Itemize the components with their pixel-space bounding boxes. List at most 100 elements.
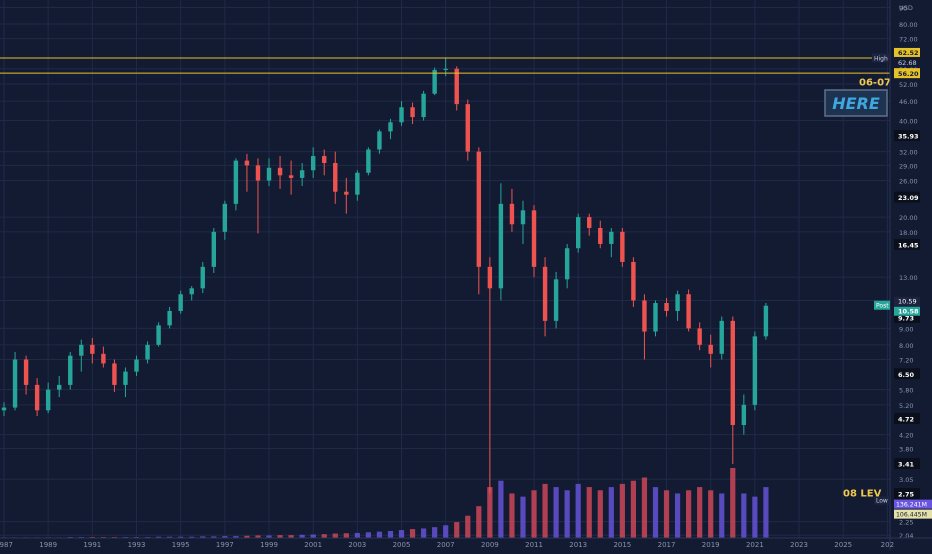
volume-bar: [763, 487, 769, 538]
volume-bar: [542, 483, 548, 538]
candle-body: [333, 162, 338, 192]
candle-body: [620, 231, 625, 262]
price-badge-box: [894, 238, 920, 250]
y-tick-label: 46.00: [899, 98, 918, 106]
price-badge: 16.45: [898, 241, 919, 249]
volume-bar: [719, 493, 725, 538]
y-tick-label: 40.00: [899, 118, 918, 126]
y-tick-label: 4.20: [899, 432, 913, 440]
volume-bar: [387, 531, 394, 538]
volume-bar: [509, 493, 515, 538]
candle-body: [520, 210, 526, 225]
x-tick-label: 2005: [393, 541, 411, 549]
x-tick-label: 1989: [39, 541, 57, 549]
volume-bars: [1, 468, 769, 538]
volume-bar: [178, 536, 184, 538]
low-tag-box: [874, 496, 890, 505]
candle-body: [564, 248, 570, 280]
volume-bar: [741, 493, 747, 538]
y-tick-label: 2.25: [899, 519, 913, 527]
x-axis: 1987 1989 1991 1993 1995 1997 1999 2001 2003 2005…: [0, 537, 932, 549]
candle-body: [454, 68, 459, 105]
volume-bar: [310, 534, 316, 538]
y-tick-label: 2.04: [899, 532, 913, 540]
candle-body: [23, 359, 29, 385]
x-tick-label: 1997: [216, 541, 234, 549]
candle-body: [322, 156, 327, 163]
y-axis: 9080.0072.0058.0052.0046.0040.0032.0029.…: [889, 0, 932, 550]
volume-bar: [454, 522, 460, 538]
volume-bar: [155, 536, 162, 538]
volume-bar: [730, 468, 736, 538]
candle-body: [730, 320, 735, 425]
candle-body: [310, 156, 316, 171]
post-tag-box: [874, 300, 890, 310]
candle-body: [244, 160, 250, 166]
x-tick-label: 2001: [304, 541, 322, 549]
x-tick-label: 2011: [525, 541, 543, 549]
candle-body: [12, 359, 18, 408]
candle-body: [101, 353, 106, 364]
volume-bar: [432, 527, 438, 538]
y-tick-label: 80.00: [899, 21, 918, 29]
x-tick-label: 2003: [348, 541, 366, 549]
candle-body: [443, 68, 448, 70]
candle-body: [200, 266, 205, 289]
volume-bar: [244, 535, 250, 538]
volume-bar: [354, 532, 360, 538]
vol1-box: [894, 499, 932, 509]
x-tick-label: 1991: [83, 541, 101, 549]
candle-body: [708, 344, 713, 354]
candle-body: [34, 384, 40, 411]
candle-body: [609, 231, 614, 244]
volume-bar: [409, 529, 416, 538]
price-badge-box: [894, 129, 920, 141]
candle-body: [631, 261, 636, 301]
grid-lines: [0, 0, 890, 538]
volume-bar: [708, 490, 714, 538]
candle-body: [299, 170, 305, 178]
volume-bar: [619, 483, 625, 538]
x-tick-label: 2007: [437, 541, 455, 549]
candle-body: [377, 131, 382, 150]
candle-body: [741, 404, 747, 425]
volume-bar: [674, 493, 681, 538]
currency-label: USD: [899, 4, 913, 12]
high-value: 62.68: [898, 59, 917, 67]
low-tag-label: Low: [876, 498, 888, 505]
y-tick-label: 90: [899, 5, 907, 13]
volume-bar: [531, 490, 537, 538]
candle-body: [598, 227, 603, 244]
volume-bar: [498, 480, 504, 538]
volume-bar: [553, 487, 559, 538]
price-badge: 9.73: [898, 315, 914, 323]
volume-bar: [487, 487, 493, 538]
candle-body: [509, 203, 515, 225]
y-tick-label: 18.00: [899, 229, 918, 237]
volume-bar: [608, 487, 614, 538]
volume-bar: [443, 525, 449, 538]
candle-body: [697, 328, 702, 345]
volume-bar: [398, 530, 405, 538]
x-tick-label: 2023: [790, 541, 808, 549]
candle-body: [487, 266, 493, 289]
post-box-value: 10.58: [898, 308, 919, 316]
volume-bar: [575, 483, 581, 538]
annotations: 06-07 HERE 08 LEV: [824, 77, 891, 500]
price-badge-box: [894, 488, 920, 500]
volume-bar: [255, 535, 261, 538]
volume-bar: [564, 490, 570, 538]
candle-body: [167, 310, 172, 326]
vol2-value: 106.445M: [896, 512, 927, 519]
candle-body: [675, 294, 680, 311]
annotation-here: HERE: [832, 94, 880, 113]
y-tick-label: 26.00: [899, 178, 918, 186]
candle-body: [255, 165, 261, 181]
candle-body: [288, 175, 294, 178]
candle-body: [686, 294, 691, 329]
volume-bar: [332, 533, 338, 538]
volume-bar: [586, 487, 592, 538]
volume-bar: [167, 536, 173, 538]
